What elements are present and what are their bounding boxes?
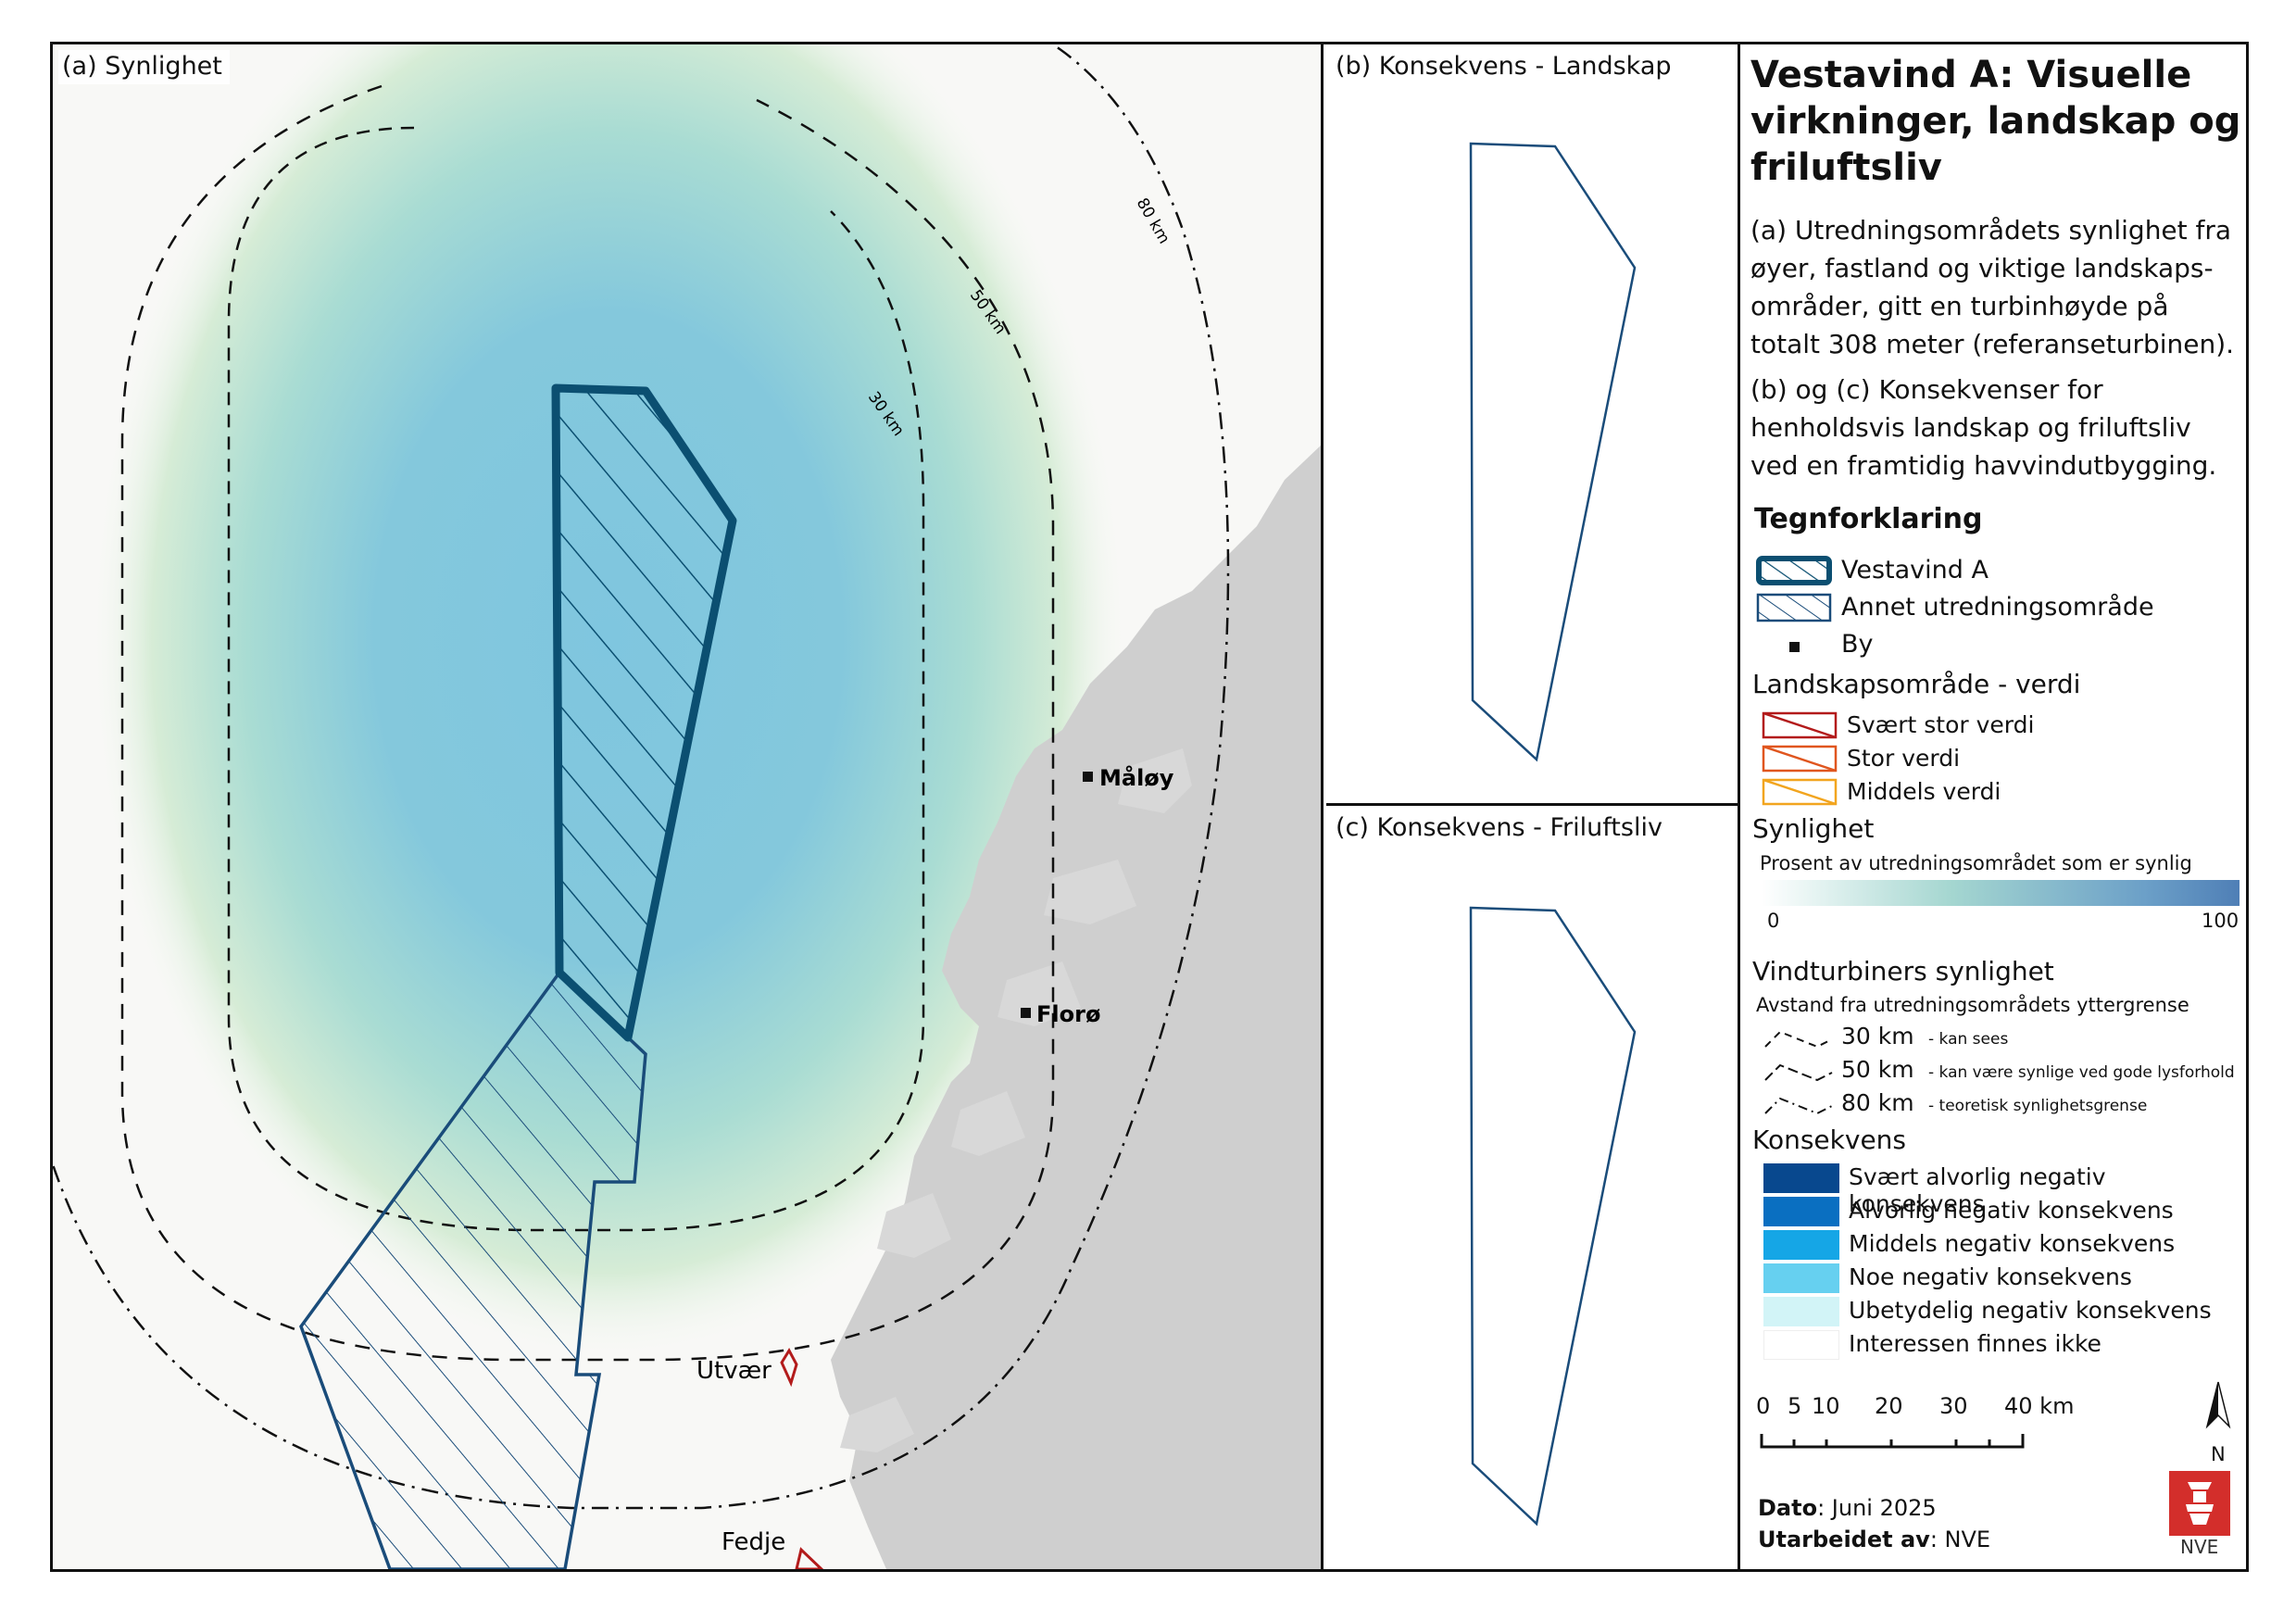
legend-stor: Stor verdi	[1847, 745, 1961, 772]
scale-label-5: 5	[1788, 1393, 1802, 1419]
konsekvens-label-5: Ubetydelig negativ konsekvens	[1849, 1297, 2212, 1324]
legend-annet: Annet utredningsområde	[1841, 593, 2154, 622]
synlighet-map: 30 km 50 km 80 km Måløy Florø Utvær Fedj…	[53, 44, 1321, 1569]
landskap-heading: Landskapsområde - verdi	[1752, 669, 2081, 699]
legend-80km-note: - teoretisk synlighetsgrense	[1928, 1097, 2148, 1115]
konsekvens-swatch-2	[1763, 1197, 1839, 1226]
legend-svaert-stor: Svært stor verdi	[1847, 711, 2035, 738]
friluftsliv-map	[1469, 906, 1637, 1527]
island	[1118, 748, 1192, 813]
town-label-maloy: Måløy	[1099, 764, 1174, 791]
town-label-floro: Florø	[1036, 1001, 1100, 1027]
konsekvens-swatch-1	[1763, 1163, 1839, 1193]
konsekvens-label-2: Alvorlig negativ konsekvens	[1849, 1197, 2174, 1224]
map-frame	[50, 42, 2249, 1572]
utarbeidet-line: Utarbeidet av: NVE	[1758, 1527, 1990, 1552]
island	[951, 1091, 1025, 1156]
synlighet-heading: Synlighet	[1752, 813, 1875, 844]
vind-heading: Vindturbiners synlighet	[1752, 956, 2054, 986]
scale-label-10: 10	[1812, 1393, 1840, 1419]
island	[1044, 860, 1136, 924]
dato-line: Dato: Juni 2025	[1758, 1495, 1937, 1521]
panel-synlighet: 30 km 50 km 80 km Måløy Florø Utvær Fedj…	[53, 44, 1324, 1569]
island	[877, 1193, 951, 1258]
scale-label-0: 0	[1756, 1393, 1771, 1419]
legend-vestavind-a: Vestavind A	[1841, 556, 1989, 584]
line-30km-swatch	[1764, 1030, 1833, 1049]
konsekvens-label-4: Noe negativ konsekvens	[1849, 1263, 2132, 1290]
svaert-stor-verdi-swatch	[1762, 711, 1838, 739]
town-marker	[1083, 772, 1093, 782]
vestavind-a-outline	[1469, 142, 1637, 762]
line-80km-swatch	[1764, 1097, 1833, 1115]
vestavind-a-swatch	[1756, 556, 1832, 585]
legend-panel: Vestavind A: Visuelle virkninger, landsk…	[1743, 44, 2246, 1569]
vestavind-a-outline	[1469, 906, 1637, 1527]
utarbeidet-value: : NVE	[1929, 1527, 1991, 1552]
synlighet-subheading: Prosent av utredningsområdet som er synl…	[1760, 852, 2192, 874]
buffer-50km	[120, 84, 1055, 1362]
panel-landskap: (b) Konsekvens - Landskap	[1326, 44, 1740, 806]
town-marker	[1021, 1008, 1031, 1018]
scale-label-20: 20	[1875, 1393, 1903, 1419]
konsekvens-heading: Konsekvens	[1752, 1125, 1907, 1155]
landscape-label-utvaer: Utvær	[696, 1357, 772, 1385]
nve-logo: NVE	[2169, 1471, 2230, 1558]
nve-logo-icon	[2169, 1471, 2230, 1536]
konsekvens-swatch-5	[1763, 1297, 1839, 1326]
konsekvens-label-3: Middels negativ konsekvens	[1849, 1230, 2176, 1257]
landscape-area-fedje	[795, 1547, 824, 1569]
legend-50km: 50 km	[1841, 1056, 1914, 1083]
legend-title: Vestavind A: Visuelle virkninger, landsk…	[1750, 54, 2241, 189]
ramp-min-label: 0	[1767, 910, 1780, 932]
island	[840, 1397, 914, 1452]
synlighet-color-ramp	[1762, 880, 2240, 906]
annet-utredningsomrade	[299, 970, 647, 1569]
legend-by: By	[1841, 630, 1874, 659]
legend-30km-note: - kan sees	[1928, 1030, 2009, 1049]
dato-value: : Juni 2025	[1817, 1495, 1937, 1521]
vestavind-a-area	[551, 383, 737, 1042]
konsekvens-swatch-6	[1763, 1330, 1839, 1360]
landscape-label-fedje: Fedje	[721, 1528, 785, 1556]
by-marker	[1789, 642, 1800, 652]
panel-a-label: (a) Synlighet	[58, 50, 230, 84]
annet-swatch	[1756, 593, 1832, 622]
konsekvens-label-1: Svært alvorlig negativ konsekvens	[1849, 1163, 2106, 1217]
legend-middels: Middels verdi	[1847, 778, 2001, 805]
legend-description-a: (a) Utredningsområdets synlighet fra øye…	[1750, 215, 2235, 359]
scale-label-30: 30	[1939, 1393, 1968, 1419]
scale-bar	[1760, 1434, 2025, 1449]
landskap-map	[1469, 142, 1637, 762]
konsekvens-swatch-4	[1763, 1263, 1839, 1293]
tegnforklaring-heading: Tegnforklaring	[1754, 503, 1983, 535]
stor-verdi-swatch	[1762, 745, 1838, 773]
island	[997, 961, 1081, 1026]
ramp-max-label: 100	[2202, 910, 2240, 932]
utarbeidet-label: Utarbeidet av	[1758, 1527, 1930, 1552]
legend-description-bc: (b) og (c) Konsekvenser for henholdsvis …	[1750, 374, 2217, 481]
panel-c-label: (c) Konsekvens - Friluftsliv	[1332, 811, 1670, 846]
line-50km-swatch	[1764, 1063, 1833, 1082]
panel-b-label: (b) Konsekvens - Landskap	[1332, 50, 1679, 84]
konsekvens-label-6: Interessen finnes ikke	[1849, 1330, 2102, 1357]
north-arrow-icon	[2205, 1381, 2231, 1429]
landscape-area-utvaer	[780, 1347, 798, 1388]
panel-friluftsliv: (c) Konsekvens - Friluftsliv	[1326, 806, 1740, 1569]
middels-verdi-swatch	[1762, 778, 1838, 806]
vind-subheading: Avstand fra utredningsområdets yttergren…	[1756, 994, 2189, 1016]
konsekvens-swatch-3	[1763, 1230, 1839, 1260]
north-label: N	[2211, 1443, 2226, 1465]
legend-30km: 30 km	[1841, 1023, 1914, 1049]
scale-label-40: 40 km	[2004, 1393, 2075, 1419]
nve-logo-text: NVE	[2180, 1536, 2219, 1558]
legend-50km-note: - kan være synlige ved gode lysforhold	[1928, 1063, 2235, 1082]
dato-label: Dato	[1758, 1495, 1818, 1521]
buffer-80km	[53, 44, 1230, 1510]
legend-80km: 80 km	[1841, 1089, 1914, 1116]
